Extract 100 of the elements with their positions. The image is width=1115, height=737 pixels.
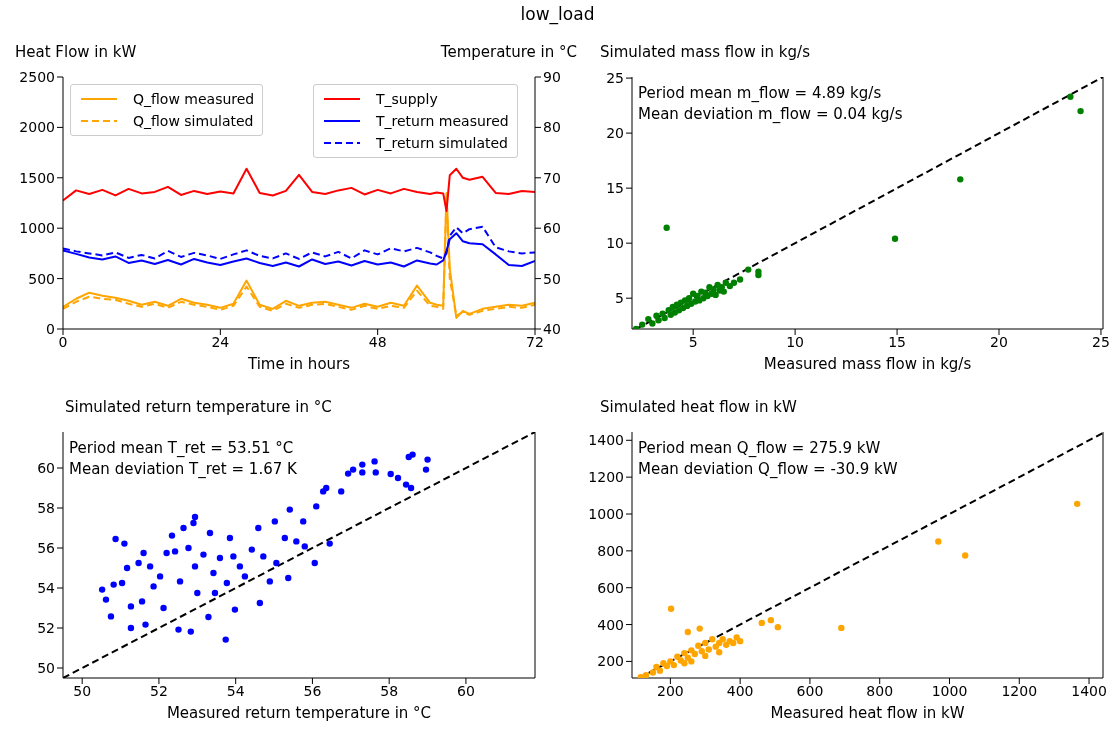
y-tick-label: 50 <box>37 659 55 676</box>
chart-title: low_load <box>519 4 596 24</box>
point <box>661 314 668 322</box>
legend-label: T_return simulated <box>376 134 508 153</box>
point <box>691 650 698 658</box>
point <box>961 552 969 559</box>
point <box>745 266 752 273</box>
line-series <box>63 167 535 213</box>
y-tick-label: 2000 <box>19 119 55 136</box>
point <box>681 649 688 657</box>
point <box>667 605 675 612</box>
y2-tick-label: 50 <box>543 270 561 287</box>
point <box>710 286 717 293</box>
point <box>638 321 646 328</box>
x-tick-label: 0 <box>58 333 68 350</box>
annotation: Period mean Q_flow = 275.9 kW <box>638 438 882 459</box>
point <box>685 294 693 302</box>
y2-tick-label: 40 <box>543 320 561 337</box>
y-tick-label: 1400 <box>588 432 624 449</box>
y-axis-title: Simulated return temperature in °C <box>65 398 332 416</box>
x-tick-label: 52 <box>150 682 168 699</box>
point <box>709 636 716 643</box>
x-tick-label: 1400 <box>1071 682 1107 699</box>
point <box>891 235 899 242</box>
x-tick-label: 10 <box>786 333 805 350</box>
x-tick-label: 50 <box>73 682 92 699</box>
x-tick-label: 24 <box>211 333 230 350</box>
x-tick-label: 72 <box>526 333 544 350</box>
annotation: Mean deviation Q_flow = -30.9 kW <box>638 459 898 480</box>
point <box>720 288 727 295</box>
x-tick-label: 58 <box>380 682 399 699</box>
y-tick-label: 60 <box>37 459 55 476</box>
y-tick-label: 25 <box>606 70 624 87</box>
y-tick-label: 56 <box>37 539 56 556</box>
point <box>653 312 660 319</box>
point <box>838 624 845 632</box>
y-tick-label: 800 <box>597 542 624 559</box>
x-tick-label: 5 <box>688 333 698 350</box>
y-tick-label: 52 <box>37 619 55 636</box>
y2-tick-label: 70 <box>543 169 561 186</box>
point <box>655 317 662 324</box>
point <box>767 616 775 624</box>
x-tick-label: 800 <box>866 682 894 699</box>
point <box>649 669 657 676</box>
y-tick-label: 2500 <box>19 68 55 85</box>
y-tick-label: 20 <box>606 125 624 142</box>
y-tick-label: 15 <box>606 180 624 197</box>
x-tick-label: 15 <box>888 333 906 350</box>
point <box>712 291 719 299</box>
y2-tick-label: 60 <box>543 220 561 237</box>
point <box>698 648 705 655</box>
y-tick-label: 500 <box>28 270 55 287</box>
point <box>1067 93 1074 101</box>
point <box>729 639 737 647</box>
y-tick-label: 200 <box>597 653 624 670</box>
x-tick-label: 60 <box>457 682 475 699</box>
y-tick-label: 1500 <box>19 169 55 186</box>
y-tick-label: 10 <box>606 235 624 252</box>
y-tick-label: 1000 <box>19 220 55 237</box>
legend-label: T_return measured <box>376 112 509 131</box>
point <box>736 637 744 645</box>
point <box>722 279 729 286</box>
point <box>1073 500 1081 508</box>
y-tick-label: 400 <box>597 616 624 633</box>
point <box>736 276 744 283</box>
annotation: Period mean m_flow = 4.89 kg/s <box>638 83 883 104</box>
point <box>681 660 688 667</box>
point <box>935 538 942 545</box>
point <box>684 628 692 636</box>
point <box>695 642 702 649</box>
x-tick-label: 1000 <box>931 682 968 699</box>
point <box>663 662 671 670</box>
y-tick-label: 0 <box>46 320 55 337</box>
x-tick-label: 600 <box>796 682 824 699</box>
annotation: Mean deviation T_ret = 1.67 K <box>69 459 297 480</box>
y-tick-label: 1200 <box>588 469 624 486</box>
point <box>688 658 695 665</box>
point <box>774 623 782 631</box>
x-tick-label: 54 <box>226 682 245 699</box>
point <box>637 673 644 678</box>
legend-label: Q_flow simulated <box>133 112 254 131</box>
point <box>716 649 723 656</box>
legend-label: Q_flow measured <box>133 90 255 109</box>
point <box>719 636 726 643</box>
x-axis-title: Measured heat flow in kW <box>769 704 966 722</box>
y2-tick-label: 80 <box>543 119 561 136</box>
x-tick-label: 48 <box>368 333 387 350</box>
point <box>730 279 738 286</box>
y-axis-title: Simulated heat flow in kW <box>600 398 797 416</box>
legend-label: T_supply <box>376 90 438 109</box>
x-axis-title: Measured return temperature in °C <box>165 704 433 722</box>
y-tick-label: 54 <box>37 579 56 596</box>
x-tick-label: 25 <box>1092 333 1110 350</box>
y2-axis-title: Temperature in °C <box>440 43 577 61</box>
point <box>758 619 765 627</box>
point <box>670 661 678 669</box>
y-axis-title: Heat Flow in kW <box>15 43 137 61</box>
y-tick-label: 5 <box>615 290 624 307</box>
point <box>696 625 703 632</box>
x-tick-label: 1200 <box>1001 682 1038 699</box>
